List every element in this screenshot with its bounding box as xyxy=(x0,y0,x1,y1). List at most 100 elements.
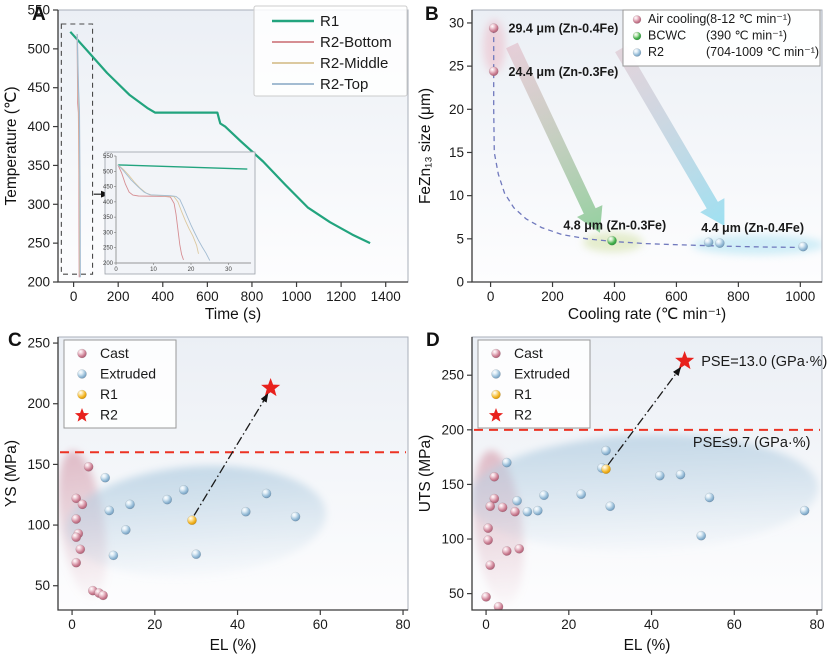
svg-text:R2: R2 xyxy=(514,407,532,423)
axes: 0 200 400 600 800 1000 0 5 10 15 20 25 30 Cooling rat… xyxy=(417,9,823,323)
data-point-pink xyxy=(488,66,499,77)
series-bcwc xyxy=(607,235,617,246)
data-point-blue xyxy=(178,485,189,495)
svg-text:0: 0 xyxy=(68,617,76,632)
star-marker xyxy=(261,378,281,397)
data-point-green xyxy=(632,31,642,41)
svg-text:0: 0 xyxy=(487,289,495,304)
svg-text:Extruded: Extruded xyxy=(514,366,570,382)
svg-text:350: 350 xyxy=(103,215,114,221)
svg-text:Extruded: Extruded xyxy=(100,366,156,382)
svg-text:15: 15 xyxy=(449,145,464,160)
svg-text:4.4 μm (Zn-0.4Fe): 4.4 μm (Zn-0.4Fe) xyxy=(701,221,804,235)
svg-text:1000: 1000 xyxy=(785,289,815,304)
series-r1 xyxy=(69,31,371,245)
data-point-pink xyxy=(510,506,520,517)
svg-text:20: 20 xyxy=(147,617,162,632)
svg-text:200: 200 xyxy=(541,289,564,304)
panel-c-legend: Cast Extruded R1 R2 xyxy=(63,339,177,429)
data-point-blue xyxy=(512,495,522,506)
data-point-blue xyxy=(100,472,110,483)
data-point-pink xyxy=(483,535,493,545)
svg-text:10: 10 xyxy=(449,188,464,203)
data-point-pink xyxy=(485,501,495,512)
svg-text:100: 100 xyxy=(27,518,50,533)
svg-text:450: 450 xyxy=(103,185,114,191)
svg-text:250: 250 xyxy=(441,368,464,383)
svg-text:FeZn₁₃ size (μm): FeZn₁₃ size (μm) xyxy=(417,88,434,204)
panel-a-inset-chart: 200 250 300 350 400 450 500 550 0 10 20 30 xyxy=(103,151,256,275)
svg-text:29.4 μm (Zn-0.4Fe): 29.4 μm (Zn-0.4Fe) xyxy=(509,22,619,36)
svg-text:20: 20 xyxy=(188,267,195,273)
gradient-trend-arrow xyxy=(615,45,725,226)
svg-text:200: 200 xyxy=(27,396,50,411)
svg-text:100: 100 xyxy=(441,532,464,547)
svg-text:Cast: Cast xyxy=(514,345,543,361)
svg-text:300: 300 xyxy=(27,197,50,212)
svg-text:250: 250 xyxy=(103,246,114,252)
svg-text:PSE≤9.7 (GPa·%): PSE≤9.7 (GPa·%) xyxy=(693,435,811,451)
data-point-pink xyxy=(485,560,495,570)
improvement-arrow xyxy=(193,393,269,516)
svg-text:Time (s): Time (s) xyxy=(205,306,261,323)
data-point-blue xyxy=(601,445,611,456)
data-point-blue xyxy=(162,494,172,505)
svg-text:0: 0 xyxy=(482,617,490,632)
data-point-yellow xyxy=(187,515,197,525)
svg-text:150: 150 xyxy=(27,457,50,472)
star-marker xyxy=(74,408,90,422)
svg-text:200: 200 xyxy=(103,261,114,267)
svg-text:5: 5 xyxy=(456,231,464,246)
svg-text:R2: R2 xyxy=(100,407,118,423)
svg-text:550: 550 xyxy=(27,3,50,18)
svg-text:EL (%): EL (%) xyxy=(210,637,257,654)
svg-text:(390 ℃ min⁻¹): (390 ℃ min⁻¹) xyxy=(706,29,787,43)
series-r2-top xyxy=(76,34,81,278)
svg-text:10: 10 xyxy=(150,267,157,273)
svg-text:80: 80 xyxy=(810,617,825,632)
data-point-pink xyxy=(83,461,94,472)
data-point-pink xyxy=(489,471,500,482)
svg-text:30: 30 xyxy=(225,267,232,273)
panel-a-legend: R1 R2-Bottom R2-Middle R2-Top xyxy=(253,5,408,97)
data-point-pink xyxy=(514,543,524,554)
svg-text:600: 600 xyxy=(196,289,219,304)
data-point-pink xyxy=(71,514,81,524)
data-point-pink xyxy=(502,546,512,556)
svg-text:80: 80 xyxy=(396,617,411,632)
panel-b-fezn13-size-chart: 29.4 μm (Zn-0.4Fe) 24.4 μm (Zn-0.3Fe) 4.8 … xyxy=(417,9,823,323)
data-point-blue xyxy=(77,369,87,379)
svg-text:450: 450 xyxy=(27,80,50,95)
data-point-pink xyxy=(497,502,508,513)
data-point-blue xyxy=(240,506,251,517)
svg-text:250: 250 xyxy=(27,336,50,351)
svg-text:0: 0 xyxy=(456,275,464,290)
svg-text:50: 50 xyxy=(35,578,50,593)
series-extruded xyxy=(502,445,810,541)
svg-text:40: 40 xyxy=(644,617,659,632)
series-cast xyxy=(71,461,108,601)
svg-text:Cooling rate (℃ min⁻¹): Cooling rate (℃ min⁻¹) xyxy=(568,306,726,323)
svg-text:1400: 1400 xyxy=(371,289,401,304)
data-point-blue xyxy=(125,499,135,510)
data-point-blue xyxy=(108,550,119,561)
data-point-pink xyxy=(489,493,500,504)
series-r2 xyxy=(675,351,695,370)
panel-d-uts-el-chart: PSE=13.0 (GPa·%) PSE≤9.7 (GPa·%) 0 20 40 60 80… xyxy=(417,336,827,654)
data-point-yellow xyxy=(491,389,501,400)
svg-text:600: 600 xyxy=(665,289,688,304)
data-point-pink xyxy=(483,523,493,533)
data-point-blue xyxy=(704,492,715,503)
svg-text:800: 800 xyxy=(241,289,264,304)
svg-text:(704-1009 ℃ min⁻¹): (704-1009 ℃ min⁻¹) xyxy=(706,45,819,59)
svg-text:400: 400 xyxy=(603,289,626,304)
data-point-blue xyxy=(696,530,707,541)
svg-text:0: 0 xyxy=(70,289,78,304)
panel-c-ys-el-chart: 0 20 40 60 80 50 100 150 200 250 EL (%) YS (MPa) Cas… xyxy=(3,336,411,654)
svg-text:4.8 μm (Zn-0.3Fe): 4.8 μm (Zn-0.3Fe) xyxy=(563,219,666,233)
data-point-blue xyxy=(576,489,586,499)
improvement-arrow xyxy=(607,366,682,466)
series-r2 xyxy=(703,237,808,252)
series-cast xyxy=(481,471,524,610)
